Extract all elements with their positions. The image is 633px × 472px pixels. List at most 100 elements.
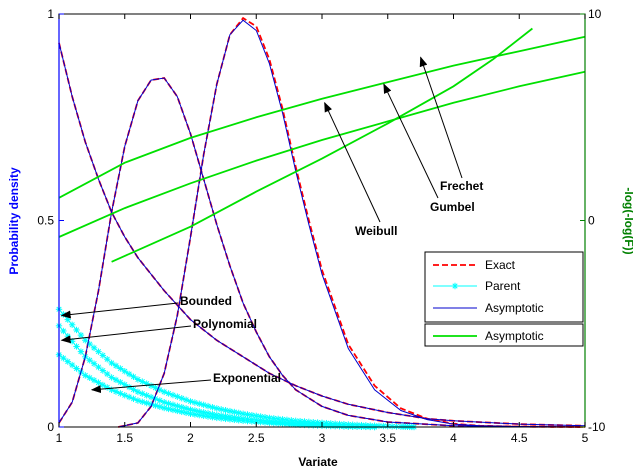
- parent-point-marker: [108, 374, 115, 381]
- legend: Exact Parent Asymptotic Asymptotic: [424, 251, 584, 347]
- parent-point-marker: [104, 356, 110, 362]
- parent-point-marker: [161, 399, 167, 405]
- x-tick-label: 1.5: [116, 431, 133, 445]
- parent-point-marker: [130, 386, 137, 393]
- parent-point-marker: [297, 422, 303, 428]
- parent-point-marker: [69, 362, 75, 368]
- parent-point-marker: [262, 414, 268, 420]
- legend-label: Parent: [485, 279, 521, 293]
- parent-point-marker: [130, 396, 137, 402]
- parent-point-marker: [139, 378, 145, 385]
- parent-point-marker: [201, 402, 207, 408]
- parent-point-marker: [244, 411, 251, 418]
- parent-point-marker: [78, 349, 84, 355]
- parent-point-marker: [170, 392, 176, 398]
- parent-point-marker: [122, 368, 128, 374]
- parent-point-marker: [266, 420, 273, 426]
- parent-point-marker: [174, 394, 180, 400]
- parent-point-marker: [179, 409, 185, 415]
- parent-point-marker: [113, 377, 119, 383]
- parent-point-marker: [288, 421, 294, 427]
- parent-point-marker: [244, 418, 251, 424]
- parent-point-marker: [380, 423, 386, 429]
- parent-point-marker: [104, 371, 110, 377]
- parent-point-marker: [91, 345, 97, 351]
- x-tick-label: 2: [187, 431, 194, 445]
- parent-point-marker: [87, 375, 93, 381]
- parent-point-marker: [187, 407, 194, 413]
- parent-point-marker: [165, 406, 172, 412]
- annotation-label: Exponential: [213, 371, 281, 385]
- parent-point-marker: [284, 421, 290, 427]
- parent-point-marker: [95, 379, 102, 386]
- parent-point-marker: [100, 352, 106, 359]
- y-right-tick-label: -10: [588, 420, 606, 434]
- asymptotic-pdf-curve: [118, 19, 586, 428]
- parent-point-marker: [157, 397, 163, 404]
- x-axis-label: Variate: [298, 455, 338, 469]
- parent-point-marker: [100, 382, 106, 388]
- y-axis-label-left: Probability density: [7, 167, 21, 275]
- parent-point-marker: [258, 413, 264, 420]
- parent-point-marker: [192, 399, 198, 406]
- plot-frame: [58, 13, 586, 428]
- parent-point-marker: [328, 423, 334, 429]
- parent-point-marker: [135, 376, 141, 383]
- parent-point-marker: [236, 410, 242, 416]
- y-left-tick-label: 1: [47, 7, 54, 21]
- parent-point-marker: [253, 419, 259, 425]
- asymptotic-line-curve: [58, 35, 586, 199]
- parent-point-marker: [236, 417, 242, 423]
- annotation-label: Frechet: [440, 179, 483, 193]
- parent-point-marker: [332, 423, 338, 429]
- parent-point-marker: [152, 385, 159, 391]
- parent-point-marker: [144, 392, 150, 398]
- x-tick-label: 5: [582, 431, 589, 445]
- parent-point-marker: [192, 411, 198, 418]
- parent-series-curve: [55, 351, 378, 431]
- parent-point-marker: [65, 358, 71, 365]
- annotation-arrow: [60, 302, 179, 319]
- parent-point-marker: [73, 343, 80, 350]
- parent-point-marker: [271, 420, 277, 426]
- parent-point-marker: [205, 403, 211, 409]
- parent-point-marker: [165, 400, 172, 407]
- parent-point-marker: [87, 341, 93, 347]
- parent-point-marker: [192, 407, 198, 414]
- parent-point-marker: [183, 410, 189, 416]
- parent-point-marker: [275, 420, 281, 427]
- x-tick-label: 4.5: [511, 431, 528, 445]
- parent-point-marker: [135, 389, 141, 395]
- parent-point-marker: [196, 401, 202, 407]
- parent-point-marker: [117, 379, 123, 385]
- annotation-label: Bounded: [180, 294, 232, 308]
- parent-point-marker: [183, 405, 189, 412]
- parent-point-marker: [161, 389, 167, 395]
- asymptotic-line-curve: [58, 70, 586, 238]
- legend-box-pdf: [424, 251, 584, 323]
- parent-point-marker: [209, 404, 216, 410]
- parent-point-marker: [148, 394, 154, 400]
- parent-point-marker: [108, 360, 115, 366]
- parent-point-marker: [60, 355, 66, 361]
- annotation-label: Polynomial: [193, 317, 257, 331]
- y-left-tick-label: 0.5: [37, 214, 54, 228]
- parent-point-marker: [91, 377, 97, 383]
- annotation-arrow: [324, 101, 381, 223]
- parent-point-marker: [117, 365, 123, 372]
- parent-point-marker: [174, 403, 180, 409]
- parent-point-marker: [161, 405, 167, 411]
- parent-point-marker: [60, 328, 66, 334]
- annotations: Bounded Polynomial Exponential Frechet Gumbe…: [60, 56, 483, 394]
- parent-point-marker: [82, 337, 88, 343]
- x-tick-label: 3: [319, 431, 326, 445]
- parent-point-marker: [227, 416, 233, 422]
- parent-point-marker: [196, 412, 202, 418]
- y-left-tick-label: 0: [47, 420, 54, 434]
- parent-point-marker: [214, 415, 220, 421]
- parent-point-marker: [100, 367, 106, 374]
- annotation-arrow: [60, 325, 192, 344]
- parent-point-marker: [279, 421, 286, 427]
- x-tick-label: 3.5: [379, 431, 396, 445]
